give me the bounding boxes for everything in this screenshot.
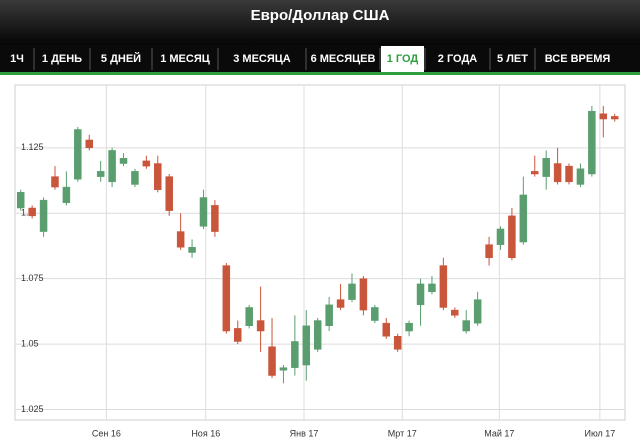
candle-body <box>131 171 139 185</box>
candle-body <box>211 205 219 232</box>
candle-body <box>485 244 493 258</box>
tab[interactable]: 5 ЛЕТ <box>497 53 528 65</box>
candle-body <box>256 320 265 332</box>
candle-body <box>416 283 425 306</box>
candle-body <box>496 228 505 245</box>
y-tick-label: 1.1 <box>21 208 34 218</box>
tab-bar <box>0 45 640 72</box>
y-tick-label: 1.075 <box>21 273 44 283</box>
tab[interactable]: 5 ДНЕЙ <box>101 52 141 65</box>
candle-body <box>542 158 550 177</box>
candle-body <box>142 160 151 167</box>
candle-body <box>291 341 299 368</box>
x-tick-label: Сен 16 <box>92 428 121 438</box>
candle-body <box>108 150 116 183</box>
candle-body <box>462 320 470 332</box>
candle-body <box>279 367 288 371</box>
candle-body <box>222 265 231 332</box>
candle-body <box>16 192 25 209</box>
candle-body <box>154 163 162 190</box>
candle-body <box>62 186 71 204</box>
candle-body <box>245 307 253 327</box>
tab[interactable]: 2 ГОДА <box>438 53 478 65</box>
candle-body <box>519 194 528 243</box>
candle-body <box>610 116 619 120</box>
candle-body <box>302 325 311 366</box>
tab-active-bg <box>381 46 424 72</box>
tab[interactable]: 1 ДЕНЬ <box>42 53 82 65</box>
x-tick-label: Май 17 <box>484 428 514 438</box>
candle-body <box>96 171 105 177</box>
tab[interactable]: 1Ч <box>10 53 24 65</box>
candle-body <box>599 113 608 120</box>
candle-body <box>393 336 402 350</box>
candle-body <box>325 304 333 327</box>
candle-body <box>199 197 208 227</box>
candle-body <box>588 110 596 175</box>
candle-body <box>313 320 322 350</box>
x-tick-label: Июл 17 <box>584 428 615 438</box>
tab[interactable]: 1 ГОД <box>387 53 419 65</box>
tab-underline <box>0 72 640 75</box>
candle-body <box>336 299 345 308</box>
candle-body <box>85 139 94 149</box>
candle-body <box>28 207 36 217</box>
candle-body <box>188 247 196 253</box>
candle-body <box>39 199 48 232</box>
tab[interactable]: 3 МЕСЯЦА <box>233 53 291 65</box>
header-bar <box>0 0 640 45</box>
x-tick-label: Ноя 16 <box>191 428 220 438</box>
y-tick-label: 1.125 <box>21 142 44 152</box>
candle-body <box>451 309 459 316</box>
page-title: Евро/Доллар США <box>251 7 390 24</box>
candle-body <box>176 231 185 248</box>
candle-body <box>439 265 448 308</box>
candle-body <box>473 299 482 324</box>
candle-body <box>165 176 173 211</box>
tab[interactable]: ВСЕ ВРЕМЯ <box>545 53 611 65</box>
candle-body <box>119 158 128 164</box>
candle-body <box>565 165 573 183</box>
x-tick-label: Мрт 17 <box>388 428 417 438</box>
candle-body <box>405 322 413 332</box>
x-tick-label: Янв 17 <box>290 428 319 438</box>
candle-body <box>359 278 368 311</box>
y-tick-label: 1.05 <box>21 338 39 348</box>
y-tick-label: 1.025 <box>21 404 44 414</box>
candle-body <box>268 346 276 376</box>
candle-body <box>371 307 379 321</box>
plot-frame <box>14 84 626 421</box>
tab[interactable]: 1 МЕСЯЦ <box>160 53 210 65</box>
candle-body <box>508 215 516 258</box>
candle-body <box>382 322 391 337</box>
candle-body <box>553 163 562 183</box>
candle-body <box>576 168 585 185</box>
candle-body <box>74 129 82 180</box>
candle-body <box>51 176 59 188</box>
candle-body <box>234 328 242 342</box>
candle-body <box>348 283 356 300</box>
tab[interactable]: 6 МЕСЯЦЕВ <box>311 53 376 65</box>
candle-body <box>531 171 539 175</box>
candle-body <box>428 283 436 293</box>
